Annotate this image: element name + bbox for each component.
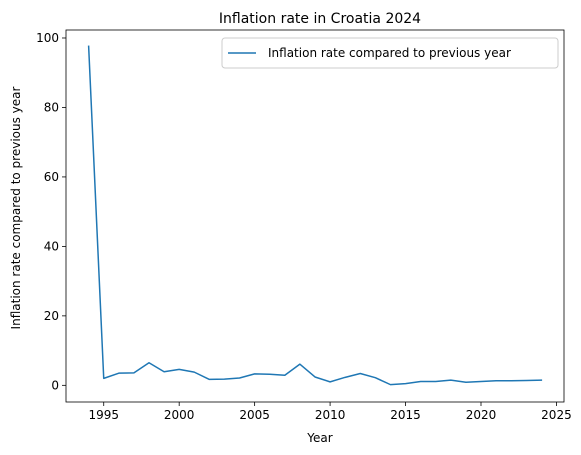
legend-box [221,37,559,69]
x-tick-label: 2010 [315,408,346,422]
x-tick-label: 2025 [541,408,572,422]
x-axis-label: Year [306,431,332,445]
y-tick-label: 0 [51,378,59,392]
x-tick-label: 2020 [466,408,497,422]
y-tick-label: 20 [44,309,59,323]
x-tick-label: 2005 [239,408,270,422]
y-axis-label: Inflation rate compared to previous year [9,86,23,329]
x-tick-label: 2000 [164,408,195,422]
legend-entry-label: Inflation rate compared to previous year [268,46,511,60]
axes-frame [65,29,565,403]
y-axis-ticks: 0 20 40 60 80 100 [36,31,66,392]
y-tick-label: 100 [36,31,59,45]
plot-area [65,29,565,403]
legend: Inflation rate compared to previous year [221,37,559,69]
y-tick-label: 40 [44,239,59,253]
y-tick-label: 60 [44,170,59,184]
x-tick-label: 2015 [390,408,421,422]
series-line-0 [87,45,543,386]
x-tick-label: 1995 [88,408,119,422]
y-tick-label: 80 [44,100,59,114]
chart-title: Inflation rate in Croatia 2024 [219,11,421,27]
x-axis-ticks: 1995 2000 2005 2010 2015 2020 2025 [88,402,572,422]
